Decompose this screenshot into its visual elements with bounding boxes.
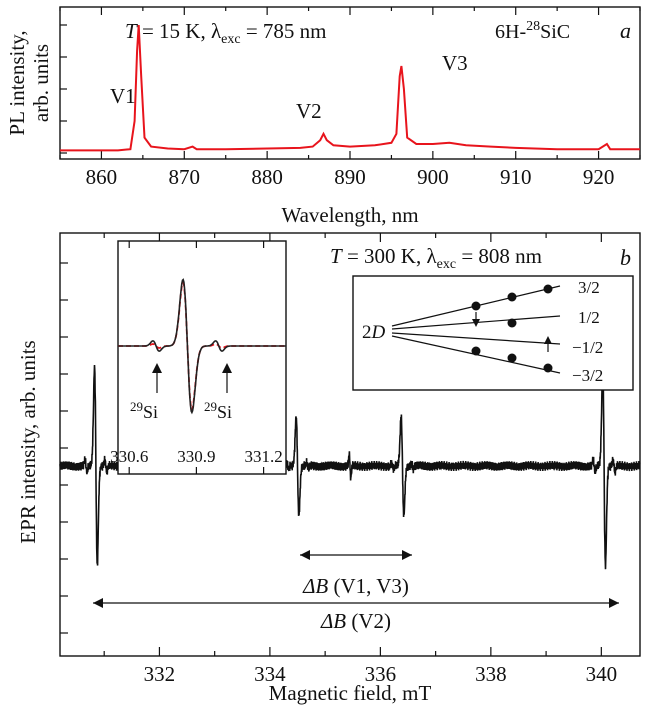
peak-label-v2: V2 xyxy=(296,99,322,123)
level-label-1-2: 1/2 xyxy=(578,308,600,327)
xtick-label: 890 xyxy=(334,165,366,189)
xtick-label: 332 xyxy=(144,662,176,686)
panel-b-xtick-labels: 332 334 336 338 340 xyxy=(144,662,617,686)
transition-arrow-down xyxy=(472,312,480,327)
panel-a-temp-annotation: T = 15 K, λexc = 785 nm xyxy=(125,19,327,47)
panel-b: T = 300 K, λexc = 808 nm b ΔB (V1, V3) Δ… xyxy=(16,232,641,705)
delta-b-v13-label: ΔB (V1, V3) xyxy=(302,574,409,598)
xtick-label: 340 xyxy=(586,662,618,686)
delta-b-v13-marker xyxy=(300,550,412,560)
si29-right-label: 29Si xyxy=(204,399,232,422)
si29-left-label: 29Si xyxy=(130,399,158,422)
level-dot xyxy=(543,284,553,294)
level-dot xyxy=(471,346,481,356)
panel-b-yticks xyxy=(60,262,68,634)
level-label-m1-2: −1/2 xyxy=(572,338,603,357)
panel-a-yticks xyxy=(60,24,67,154)
xtick-label: 900 xyxy=(417,165,449,189)
panel-b-frame xyxy=(59,232,641,657)
xtick-label: 870 xyxy=(169,165,201,189)
inset-xtick-label: 330.9 xyxy=(177,447,215,466)
inset-xtick-label: 331.2 xyxy=(244,447,282,466)
delta-b-v2-label: ΔB (V2) xyxy=(320,609,391,633)
inset-xtick-label: 330.6 xyxy=(110,447,148,466)
level-dot xyxy=(507,318,517,328)
level-line-m1-2 xyxy=(391,332,561,345)
xtick-label: 920 xyxy=(583,165,615,189)
xtick-label: 336 xyxy=(365,662,397,686)
panel-a-sample-label: 6H-28SiC xyxy=(495,19,570,43)
pl-spectrum-line xyxy=(60,24,640,152)
panel-b-letter: b xyxy=(620,245,631,270)
panel-a-ylabel-line1: PL intensity, xyxy=(5,30,29,135)
panel-a-xticks xyxy=(59,7,641,159)
inset-measured-line xyxy=(118,278,286,415)
inset-panel: 29Si 29Si 330.6 330.9 331.2 xyxy=(110,240,287,475)
inset-xticks xyxy=(128,241,265,474)
panel-b-ylabel: EPR intensity, arb. units xyxy=(16,340,40,543)
xtick-label: 338 xyxy=(475,662,507,686)
level-dot xyxy=(471,301,481,311)
si29-left-arrow xyxy=(152,363,162,393)
level-label-3-2: 3/2 xyxy=(578,278,600,297)
peak-label-v3: V3 xyxy=(442,51,468,75)
zero-field-label: 2D xyxy=(362,322,386,343)
xtick-label: 334 xyxy=(254,662,286,686)
panel-a-letter: a xyxy=(620,18,631,43)
level-dot xyxy=(507,353,517,363)
xtick-label: 860 xyxy=(86,165,118,189)
level-dot xyxy=(507,292,517,302)
inset-xtick-labels: 330.6 330.9 331.2 xyxy=(110,447,283,466)
xtick-label: 910 xyxy=(500,165,532,189)
panel-a-ylabel-line2: arb. units xyxy=(29,44,53,122)
xtick-label: 880 xyxy=(251,165,283,189)
level-label-m3-2: −3/2 xyxy=(572,366,603,385)
panel-a-xlabel: Wavelength, nm xyxy=(281,203,418,227)
peak-label-v1: V1 xyxy=(110,84,136,108)
energy-level-diagram: 2D 3/2 1/2 −1/2 −3/2 xyxy=(352,275,634,391)
panel-b-xticks xyxy=(103,233,602,656)
transition-arrow-up xyxy=(544,336,552,352)
panel-b-temp-annotation: T = 300 K, λexc = 808 nm xyxy=(330,244,542,272)
level-dot xyxy=(543,363,553,373)
panel-a-xtick-labels: 860 870 880 890 900 910 920 xyxy=(86,165,615,189)
panel-b-xlabel: Magnetic field, mT xyxy=(269,681,432,705)
panel-a: T = 15 K, λexc = 785 nm 6H-28SiC a V1 V2… xyxy=(5,6,641,227)
delta-b-v2-marker xyxy=(93,598,619,608)
inset-frame xyxy=(117,240,287,475)
si29-right-arrow xyxy=(222,363,232,393)
